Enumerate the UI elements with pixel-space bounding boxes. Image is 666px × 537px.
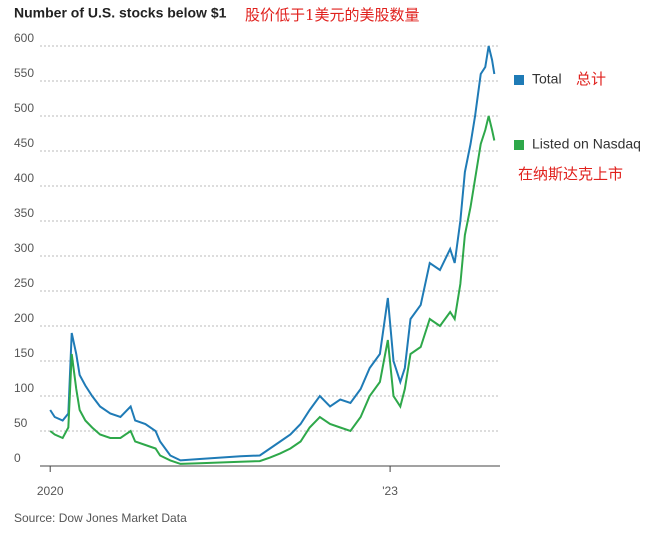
y-tick-label: 100	[14, 381, 34, 395]
legend-label: Listed on Nasdaq	[532, 136, 641, 152]
source: Source: Dow Jones Market Data	[14, 511, 187, 525]
legend-swatch	[514, 140, 524, 150]
y-tick-label: 250	[14, 276, 34, 290]
y-tick-label: 500	[14, 101, 34, 115]
annotation: 在纳斯达克上市	[518, 165, 623, 183]
x-tick-label: 2020	[37, 484, 64, 498]
chart-title: Number of U.S. stocks below $1	[14, 5, 227, 21]
annotation: 总计	[576, 70, 606, 88]
legend-swatch	[514, 75, 524, 85]
y-tick-label: 50	[14, 416, 28, 430]
line-series	[49, 45, 496, 462]
y-tick-label: 550	[14, 66, 34, 80]
x-tick-label: '23	[382, 484, 398, 498]
y-tick-label: 450	[14, 136, 34, 150]
y-tick-label: 350	[14, 206, 34, 220]
y-tick-label: 400	[14, 171, 34, 185]
legend-label: Total	[532, 71, 562, 87]
y-tick-label: 600	[14, 31, 34, 45]
y-tick-label: 300	[14, 241, 34, 255]
line-series	[49, 115, 496, 465]
annotation: 股价低于1美元的美股数量	[245, 6, 420, 24]
y-tick-label: 200	[14, 311, 34, 325]
y-tick-label: 150	[14, 346, 34, 360]
y-tick-label: 0	[14, 451, 21, 465]
